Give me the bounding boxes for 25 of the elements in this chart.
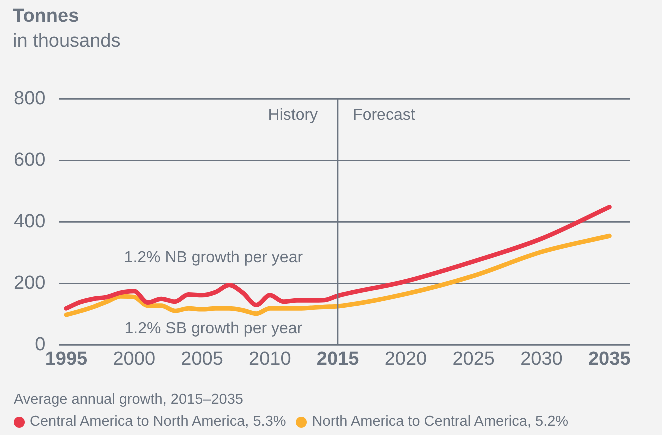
x-tick-label: 2005 <box>181 348 224 370</box>
y-tick-label: 400 <box>14 212 46 233</box>
x-tick-label: 2010 <box>249 348 292 370</box>
annotation: History <box>268 106 318 124</box>
x-tick-label: 1995 <box>45 348 88 370</box>
legend-title: Average annual growth, 2015–2035 <box>14 392 245 408</box>
annotation: Forecast <box>353 106 416 124</box>
chart-title: Tonnes <box>13 6 80 28</box>
annotation: 1.2% SB growth per year <box>124 320 304 338</box>
x-tick-label: 2035 <box>588 348 632 370</box>
x-tick-label: 2020 <box>384 348 428 370</box>
x-tick-label: 2000 <box>113 348 156 370</box>
x-tick-label: 2025 <box>452 348 495 370</box>
y-tick-label: 200 <box>14 272 46 294</box>
line-series <box>64 204 612 311</box>
y-tick-label: 0 <box>35 334 46 356</box>
x-tick-label: 2015 <box>316 348 360 370</box>
chart-subtitle: in thousands <box>13 31 121 53</box>
legend-label: Central America to North America, 5.3% <box>29 414 286 430</box>
line-series <box>64 234 612 318</box>
x-tick-label: 2030 <box>520 348 563 370</box>
legend-label: North America to Central America, 5.2% <box>311 414 569 430</box>
y-tick-label: 800 <box>14 88 46 110</box>
y-tick-label: 600 <box>14 150 46 172</box>
annotation: 1.2% NB growth per year <box>124 249 304 266</box>
